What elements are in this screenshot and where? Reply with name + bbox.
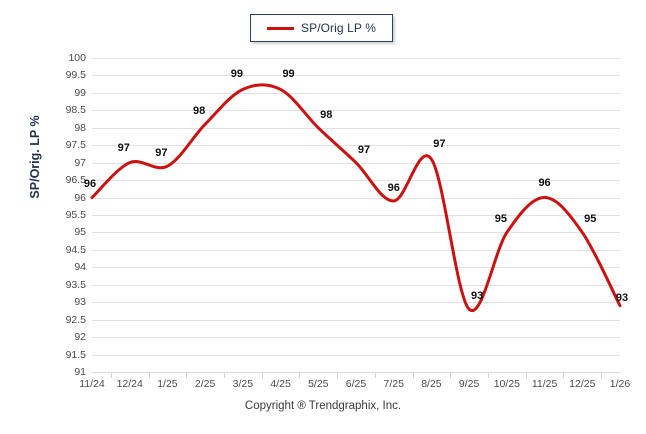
legend-item-label: SP/Orig LP % [300, 21, 376, 35]
gridline [92, 215, 620, 216]
x-axis-tick-label: 8/25 [421, 378, 442, 390]
x-axis-tick-mark [450, 372, 452, 378]
y-axis-tick-label: 96 [74, 191, 86, 204]
data-point-label: 97 [117, 141, 130, 154]
y-axis-tick-label: 100 [68, 52, 86, 64]
gridline [92, 145, 620, 147]
x-axis-tick-label: 9/25 [458, 378, 480, 390]
series-path-sp-orig-lp [90, 83, 622, 313]
x-axis-tick-mark [224, 372, 225, 378]
gridline [92, 58, 620, 59]
x-axis-tick-label: 10/25 [493, 378, 520, 390]
x-axis-tick-mark [525, 372, 527, 378]
x-axis-tick-mark [412, 372, 414, 378]
x-axis-tick-label: 11/24 [79, 378, 105, 390]
gridline [92, 267, 620, 269]
data-point-label: 97 [433, 138, 446, 151]
y-axis-tick-label: 97 [74, 156, 86, 169]
x-axis-tick-mark [110, 372, 112, 378]
x-axis-tick-mark [488, 372, 489, 378]
data-point-label: 93 [615, 291, 629, 304]
y-axis-tick-label: 96.5 [65, 174, 86, 187]
data-point-label: 97 [357, 143, 371, 156]
y-axis-tick-label: 99 [74, 86, 86, 99]
gridline [92, 302, 620, 304]
gridline [92, 75, 620, 77]
x-axis-tick-label: 2/25 [194, 378, 216, 390]
x-axis-tick-mark [299, 372, 301, 378]
x-axis-tick-label: 1/25 [157, 378, 178, 390]
plot-area: 96 97 97 98 99 99 98 97 96 97 93 95 96 95 93 [84, 58, 628, 373]
data-point-label: 95 [584, 213, 597, 226]
y-axis-tick-labels: 100 99.5 99 98.5 98 97.5 97 96.5 96 95.5 95 94.5 94 9… [50, 52, 86, 378]
gridline [92, 249, 620, 251]
y-axis-tick-label: 98 [74, 121, 86, 134]
gridline [92, 197, 620, 199]
gridline [92, 337, 620, 339]
x-axis-tick-mark [601, 372, 603, 378]
data-point-label: 99 [230, 68, 243, 81]
y-axis-tick-label: 91.5 [65, 348, 86, 361]
y-axis-tick-label: 92 [74, 331, 86, 344]
gridline [92, 284, 620, 286]
x-axis-tick-mark [261, 372, 263, 378]
data-point-label: 93 [471, 290, 484, 303]
gridline [92, 110, 620, 112]
x-axis-tick-label: 7/25 [383, 378, 404, 390]
y-axis-tick-label: 95.5 [65, 209, 86, 221]
gridline [92, 180, 620, 182]
gridline [92, 232, 620, 234]
data-point-label: 96 [538, 176, 551, 189]
y-axis-tick-label: 91 [74, 366, 86, 378]
data-point-label: 95 [494, 213, 507, 226]
x-axis-tick-mark [374, 372, 376, 378]
x-axis-tick-mark [337, 372, 339, 378]
legend-line-swatch-icon [266, 26, 294, 30]
legend-entry-sp-orig-lp[interactable]: SP/Orig LP % [266, 21, 376, 35]
x-axis-tick-label: 5/25 [308, 378, 329, 390]
y-axis-tick-label: 95 [74, 226, 86, 239]
y-axis-tick-label: 93.5 [65, 278, 86, 291]
data-point-label: 96 [387, 182, 400, 195]
y-axis-tick-label: 93 [74, 296, 86, 309]
y-axis-tick-label: 94.5 [65, 243, 86, 256]
gridline [92, 127, 620, 129]
x-axis-tick-label: 4/25 [270, 378, 291, 390]
x-axis-line [92, 372, 620, 373]
data-point-label: 96 [83, 177, 97, 190]
y-axis-title: SP/Orig. LP % [28, 115, 42, 199]
y-axis-tick-label: 97.5 [65, 139, 86, 152]
y-axis-tick-label: 94 [74, 261, 86, 274]
copyright-notice: Copyright ® Trendgraphix, Inc. [244, 400, 402, 412]
series-line-sp-orig-lp [90, 83, 622, 313]
y-axis-tick-label: 98.5 [65, 104, 86, 117]
x-axis-tick-mark [148, 372, 150, 378]
x-axis-tick-label: 3/25 [232, 378, 254, 390]
data-point-label: 98 [193, 105, 206, 118]
gridline [92, 354, 620, 356]
data-point-label: 97 [155, 147, 168, 160]
gridline [92, 92, 620, 94]
x-axis-tick-label: 1/26 [609, 378, 631, 390]
chart-legend[interactable]: SP/Orig LP % [250, 14, 393, 42]
x-axis-tick-labels: 11/24 12/24 1/25 2/25 3/25 4/25 5/25 6/25 7/25 8/… [79, 378, 630, 394]
x-axis-tick-label: 12/25 [569, 378, 596, 390]
y-axis-tick-label: 99.5 [65, 69, 86, 82]
x-axis-tick-mark [186, 372, 188, 378]
x-axis-tick-mark [563, 372, 565, 378]
x-axis-tick-label: 12/24 [116, 378, 143, 390]
x-axis-tick-label: 6/25 [345, 378, 367, 390]
gridline [92, 319, 620, 321]
y-axis-tick-label: 92.5 [65, 313, 86, 326]
data-point-label: 98 [320, 108, 333, 121]
x-axis-tick-label: 11/25 [531, 378, 558, 390]
data-point-label: 99 [282, 68, 295, 81]
